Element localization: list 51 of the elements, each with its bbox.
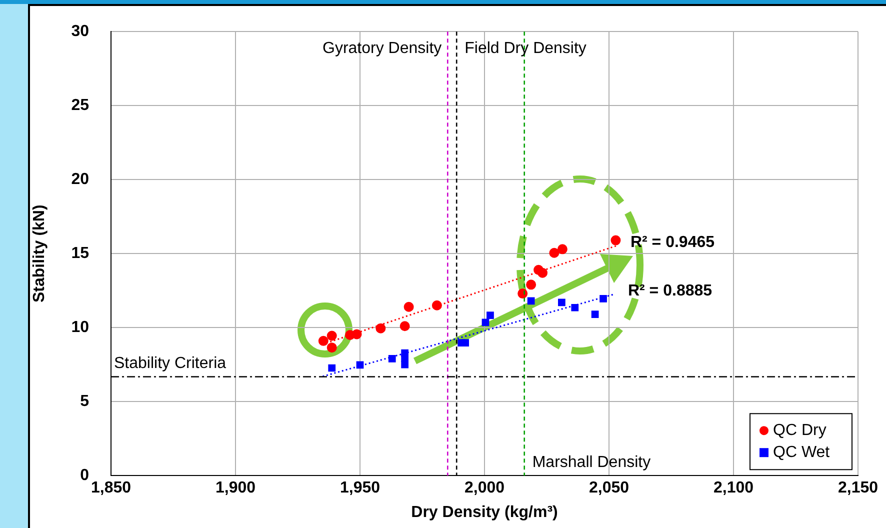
annotation: R² = 0.9465 — [630, 234, 715, 252]
point — [326, 342, 337, 353]
point — [486, 312, 494, 319]
x-tick-label: 1,900 — [215, 480, 256, 497]
point — [482, 318, 490, 326]
annotation: R² = 0.8885 — [628, 282, 712, 300]
point — [328, 364, 336, 372]
x-tick-label: 2,000 — [464, 480, 505, 497]
point — [401, 360, 408, 368]
point — [538, 268, 548, 278]
point — [600, 295, 607, 302]
point — [388, 355, 396, 362]
point — [404, 302, 414, 312]
legend-label: QC Dry — [773, 422, 826, 440]
x-axis-title: Dry Density (kg/m³) — [411, 504, 558, 521]
point — [526, 280, 536, 290]
point — [610, 235, 621, 246]
y-tick-label: 15 — [71, 245, 90, 262]
y-tick-label: 25 — [71, 97, 90, 114]
point — [558, 298, 566, 306]
y-tick-label: 10 — [71, 319, 90, 336]
ref-line-label: Gyratory Density — [322, 40, 442, 58]
point — [527, 297, 535, 305]
point — [591, 310, 599, 318]
point — [432, 300, 442, 310]
legend-label: QC Wet — [773, 444, 830, 462]
point — [318, 336, 328, 346]
point — [356, 361, 364, 369]
y-tick-label: 0 — [80, 467, 90, 484]
point — [326, 330, 337, 341]
y-tick-label: 20 — [71, 171, 90, 188]
y-axis-title: Stability (kN) — [31, 204, 48, 302]
point — [352, 329, 362, 340]
point — [376, 323, 386, 334]
x-tick-label: 1,850 — [90, 480, 132, 497]
y-tick-label: 30 — [71, 23, 90, 40]
point — [571, 304, 579, 312]
ref-line-label: Marshall Density — [532, 454, 651, 472]
ref-line-label: Stability Criteria — [114, 355, 226, 372]
x-tick-label: 2,100 — [713, 480, 754, 497]
y-tick-label: 5 — [80, 393, 90, 410]
point — [401, 354, 408, 362]
point — [462, 339, 470, 347]
point — [400, 321, 410, 332]
point — [557, 244, 568, 254]
x-tick-label: 2,050 — [588, 480, 630, 497]
point — [549, 248, 560, 258]
x-tick-label: 1,950 — [340, 480, 380, 497]
point — [518, 288, 528, 299]
ref-line-label: Field Dry Density — [464, 40, 586, 58]
x-tick-label: 2,150 — [838, 480, 878, 497]
